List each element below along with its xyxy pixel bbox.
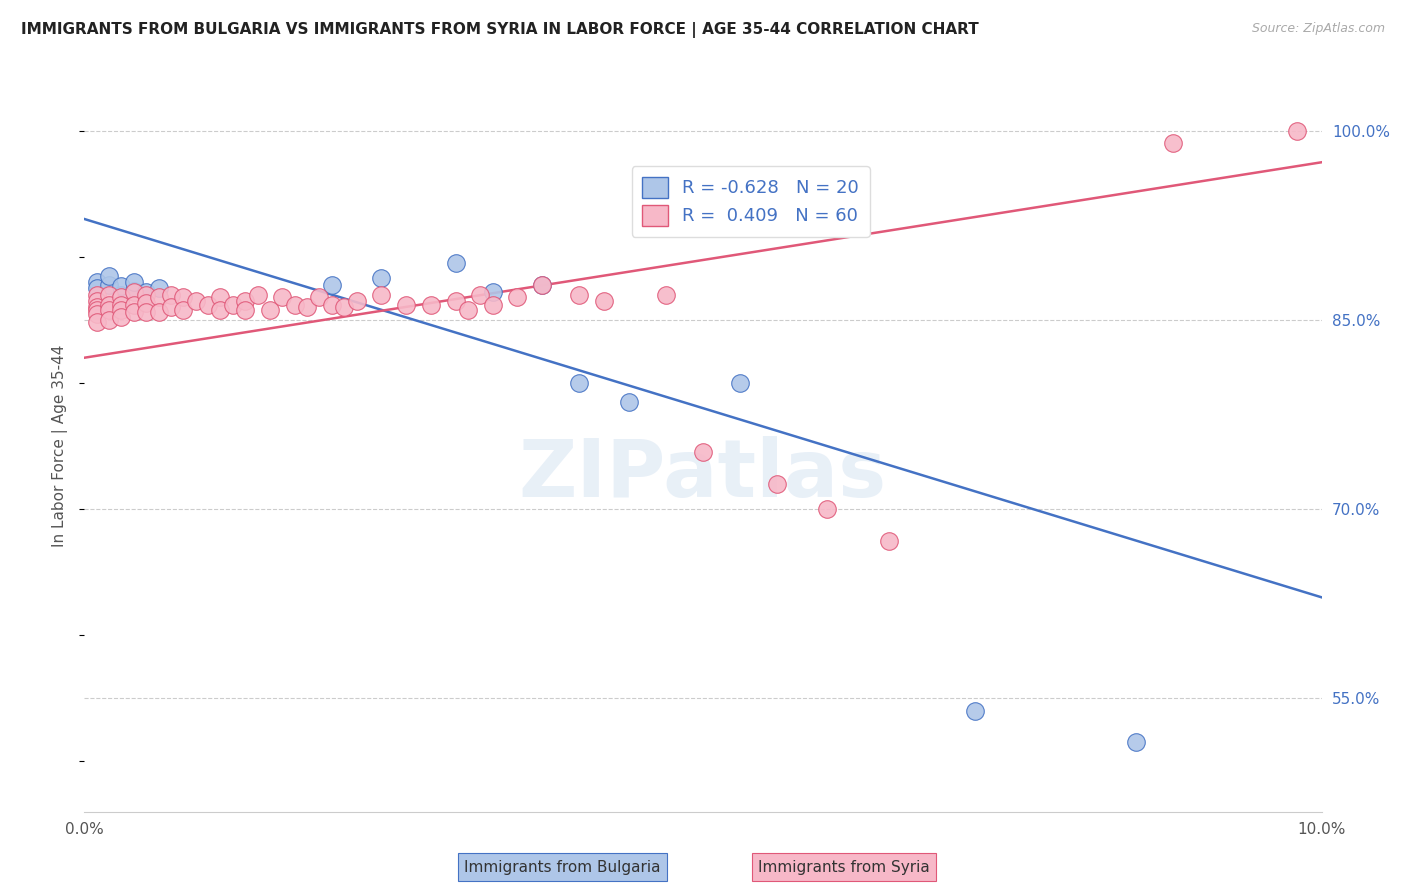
Point [209, 302, 232, 317]
Point [98, 287, 121, 301]
Point [148, 305, 170, 319]
Point [593, 293, 616, 308]
Point [122, 298, 145, 312]
Point [877, 533, 900, 548]
Point [86, 307, 108, 321]
Point [110, 290, 132, 304]
Point [1161, 136, 1184, 151]
Point [122, 285, 145, 300]
Point [728, 376, 751, 390]
Point [148, 290, 170, 304]
Point [209, 290, 232, 304]
Point [233, 293, 256, 308]
Point [160, 287, 183, 301]
Point [470, 287, 492, 301]
Point [86, 275, 108, 289]
Text: ZIPatlas: ZIPatlas [519, 436, 887, 515]
Point [197, 298, 219, 312]
Point [766, 476, 789, 491]
Point [617, 395, 640, 409]
Text: Immigrants from Syria: Immigrants from Syria [758, 860, 929, 874]
Point [655, 287, 678, 301]
Point [333, 300, 356, 314]
Point [86, 281, 108, 295]
Point [110, 278, 132, 293]
Point [965, 704, 987, 718]
Point [86, 300, 108, 314]
Point [271, 290, 294, 304]
Point [233, 302, 256, 317]
Text: IMMIGRANTS FROM BULGARIA VS IMMIGRANTS FROM SYRIA IN LABOR FORCE | AGE 35-44 COR: IMMIGRANTS FROM BULGARIA VS IMMIGRANTS F… [21, 22, 979, 38]
Point [135, 296, 157, 310]
Point [110, 310, 132, 325]
Point [481, 285, 503, 300]
Point [481, 298, 503, 312]
Point [395, 298, 418, 312]
Point [98, 268, 121, 283]
Point [86, 315, 108, 329]
Point [160, 300, 183, 314]
Point [370, 271, 392, 285]
Point [184, 293, 207, 308]
Point [148, 281, 170, 295]
Point [122, 275, 145, 289]
Point [98, 277, 121, 292]
Point [135, 285, 157, 300]
Point [122, 284, 145, 298]
Point [457, 302, 479, 317]
Point [110, 298, 132, 312]
Point [135, 305, 157, 319]
Point [172, 290, 194, 304]
Point [86, 293, 108, 308]
Point [295, 300, 318, 314]
Point [98, 302, 121, 317]
Point [444, 256, 467, 270]
Point [815, 502, 838, 516]
Point [1125, 735, 1147, 749]
Point [531, 277, 554, 292]
Point [370, 287, 392, 301]
Text: Immigrants from Bulgaria: Immigrants from Bulgaria [464, 860, 661, 874]
Point [531, 277, 554, 292]
Point [284, 298, 307, 312]
Text: Source: ZipAtlas.com: Source: ZipAtlas.com [1251, 22, 1385, 36]
Point [1285, 124, 1308, 138]
Point [172, 302, 194, 317]
Point [86, 302, 108, 317]
Point [568, 287, 591, 301]
Point [346, 293, 368, 308]
Point [246, 287, 269, 301]
Point [110, 302, 132, 317]
Point [419, 298, 441, 312]
Point [321, 298, 343, 312]
Point [222, 298, 245, 312]
Point [110, 287, 132, 301]
Point [135, 287, 157, 301]
Point [86, 287, 108, 301]
Point [98, 298, 121, 312]
Point [506, 290, 529, 304]
Point [568, 376, 591, 390]
Point [321, 277, 343, 292]
Point [444, 293, 467, 308]
Point [122, 305, 145, 319]
Point [308, 290, 330, 304]
Legend: R = -0.628   N = 20, R =  0.409   N = 60: R = -0.628 N = 20, R = 0.409 N = 60 [631, 166, 870, 236]
Point [98, 313, 121, 327]
Y-axis label: In Labor Force | Age 35-44: In Labor Force | Age 35-44 [52, 345, 69, 547]
Point [259, 302, 281, 317]
Point [692, 445, 714, 459]
